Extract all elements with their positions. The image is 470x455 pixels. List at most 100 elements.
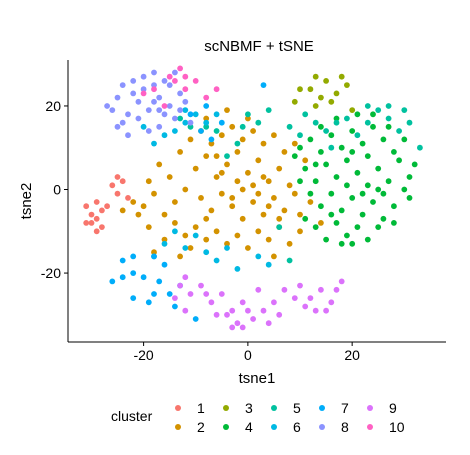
point-cluster-5: [302, 111, 309, 118]
point-cluster-6: [234, 266, 241, 272]
legend-label-5: 5: [293, 400, 301, 416]
point-cluster-2: [119, 207, 126, 214]
point-cluster-6: [265, 261, 272, 268]
point-cluster-4: [333, 220, 340, 226]
point-cluster-9: [255, 286, 262, 293]
point-cluster-4: [323, 236, 329, 243]
point-cluster-1: [88, 220, 95, 226]
point-cluster-2: [265, 178, 272, 185]
point-cluster-9: [276, 311, 283, 318]
point-cluster-4: [307, 136, 314, 143]
point-cluster-4: [354, 224, 361, 231]
point-cluster-8: [135, 98, 142, 105]
legend-title: cluster: [111, 408, 153, 424]
point-cluster-2: [260, 174, 267, 180]
point-cluster-2: [172, 199, 178, 205]
point-cluster-7: [145, 299, 152, 306]
point-cluster-4: [396, 157, 402, 164]
point-cluster-7: [119, 274, 126, 281]
point-cluster-4: [312, 178, 319, 185]
legend-key-7: [319, 405, 325, 411]
point-cluster-5: [245, 111, 251, 118]
point-cluster-2: [234, 149, 241, 155]
point-cluster-4: [318, 123, 324, 130]
point-cluster-2: [234, 232, 241, 239]
point-cluster-4: [375, 224, 382, 231]
point-cluster-7: [166, 291, 173, 297]
legend-key-5: [271, 405, 277, 411]
point-cluster-2: [213, 228, 220, 235]
point-cluster-5: [385, 115, 392, 122]
point-cluster-2: [145, 178, 152, 185]
point-cluster-8: [151, 98, 157, 105]
point-cluster-2: [151, 249, 157, 256]
point-cluster-6: [213, 111, 220, 118]
point-cluster-7: [260, 82, 267, 88]
point-cluster-6: [203, 119, 210, 126]
point-cluster-1: [83, 220, 90, 226]
y-axis-ticks: -20 0 20: [41, 98, 68, 281]
point-cluster-5: [385, 103, 392, 109]
point-cluster-2: [140, 203, 147, 210]
point-cluster-2: [265, 203, 272, 210]
point-cluster-4: [328, 132, 335, 139]
point-cluster-8: [119, 82, 126, 88]
point-cluster-4: [349, 128, 356, 134]
point-cluster-2: [198, 195, 204, 201]
legend-label-9: 9: [389, 400, 397, 416]
point-cluster-6: [172, 228, 178, 235]
point-cluster-4: [385, 123, 392, 130]
point-cluster-7: [192, 316, 199, 322]
point-cluster-2: [182, 186, 189, 193]
legend-label-10: 10: [389, 419, 405, 435]
point-cluster-3: [297, 86, 303, 93]
legend-key-4: [223, 424, 229, 430]
point-cluster-8: [151, 69, 157, 76]
point-cluster-8: [161, 111, 168, 118]
point-cluster-10: [182, 73, 189, 80]
point-cluster-2: [291, 140, 298, 147]
point-cluster-9: [291, 295, 298, 301]
point-cluster-2: [130, 199, 137, 205]
point-cluster-2: [239, 136, 246, 143]
point-cluster-9: [224, 311, 230, 318]
point-cluster-2: [286, 182, 293, 189]
point-cluster-8: [145, 128, 152, 134]
point-cluster-9: [198, 282, 204, 289]
point-cluster-9: [229, 307, 236, 314]
point-cluster-4: [364, 153, 371, 160]
point-cluster-4: [401, 186, 408, 193]
point-cluster-4: [338, 144, 345, 151]
point-cluster-5: [255, 119, 262, 126]
point-cluster-7: [119, 257, 126, 264]
point-cluster-2: [172, 220, 178, 226]
point-cluster-7: [151, 291, 157, 297]
point-cluster-3: [318, 94, 324, 101]
legend-label-7: 7: [341, 400, 349, 416]
point-cluster-6: [172, 128, 178, 134]
point-cluster-6: [161, 132, 168, 139]
point-cluster-10: [140, 90, 147, 97]
point-cluster-2: [297, 211, 303, 218]
point-cluster-5: [276, 224, 283, 231]
point-cluster-9: [265, 320, 272, 327]
point-cluster-9: [177, 282, 184, 289]
point-cluster-2: [255, 228, 262, 235]
point-cluster-5: [344, 115, 350, 122]
point-cluster-9: [271, 299, 277, 306]
point-cluster-4: [312, 224, 319, 231]
point-cluster-6: [182, 107, 189, 113]
point-cluster-8: [172, 69, 178, 76]
point-cluster-9: [323, 307, 329, 314]
point-cluster-2: [276, 165, 283, 172]
point-cluster-5: [406, 119, 413, 126]
point-cluster-4: [344, 182, 350, 189]
point-cluster-8: [182, 98, 189, 105]
point-cluster-4: [318, 149, 324, 155]
point-cluster-4: [344, 232, 350, 239]
point-cluster-5: [187, 123, 194, 130]
point-cluster-4: [370, 123, 376, 130]
point-cluster-9: [312, 307, 319, 314]
point-cluster-5: [375, 107, 382, 113]
point-cluster-2: [245, 169, 251, 176]
